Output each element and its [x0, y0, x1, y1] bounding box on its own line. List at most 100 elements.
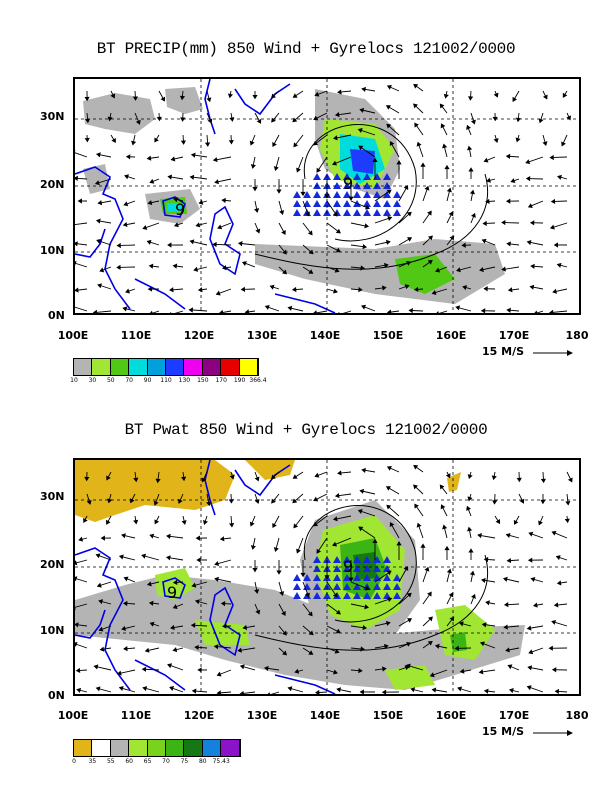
wind-arrow — [361, 86, 376, 92]
gyre-triangle — [333, 565, 341, 572]
wind-arrow — [191, 688, 208, 694]
wind-arrow — [405, 663, 424, 671]
gyre-triangle — [343, 556, 351, 563]
wind-arrow — [374, 597, 393, 605]
wind-arrow — [173, 222, 184, 228]
wind-arrow — [75, 559, 88, 566]
wind-arrow — [172, 603, 184, 609]
wind-arrow — [272, 515, 280, 528]
colorbar-label: 70 — [125, 377, 134, 384]
wind-arrow — [555, 555, 568, 561]
wind-arrow — [374, 570, 392, 583]
wind-arrow — [551, 530, 568, 539]
panel2-xlabel: 100E — [57, 709, 89, 722]
wind-arrow — [278, 603, 286, 616]
wind-arrow — [292, 471, 304, 479]
panel2-streamlines — [254, 505, 489, 651]
wind-arrow — [149, 310, 160, 313]
wind-arrow — [512, 90, 520, 102]
wind-arrow — [273, 156, 280, 171]
wind-arrow — [508, 688, 520, 694]
wind-arrow — [479, 266, 496, 273]
wind-arrow — [525, 176, 544, 182]
wind-arrow — [374, 285, 387, 291]
wind-arrow — [444, 545, 450, 560]
wind-arrow — [121, 625, 136, 631]
wind-arrow — [95, 218, 112, 224]
wind-arrow — [551, 619, 568, 627]
wind-arrow — [84, 471, 90, 482]
colorbar-swatch — [239, 359, 258, 375]
wind-arrow — [302, 244, 314, 255]
colorbar-label: 170 — [215, 377, 227, 384]
panel1-ylabel-0n: 0N — [48, 309, 65, 322]
wind-arrow — [239, 664, 256, 671]
panel2-colorbar — [73, 739, 241, 757]
wind-arrow — [107, 493, 113, 504]
wind-arrow — [386, 309, 400, 313]
colorbar-swatch — [202, 359, 222, 375]
wind-arrow — [462, 285, 472, 291]
gyre-triangle — [313, 592, 321, 599]
wind-arrow — [540, 493, 546, 505]
wind-arrow — [250, 537, 256, 550]
panel2-xlabel: 120E — [183, 709, 215, 722]
colorbar-label: 35 — [88, 758, 97, 765]
panel1-xlabel: 110E — [120, 329, 152, 342]
wind-arrow — [172, 647, 184, 653]
wind-arrow — [148, 600, 160, 606]
wind-arrow — [372, 157, 378, 179]
wind-arrow — [254, 222, 261, 234]
wind-arrow — [439, 103, 448, 114]
wind-arrow — [77, 198, 88, 204]
wind-arrow — [172, 579, 184, 585]
wind-arrow — [334, 112, 352, 118]
wind-arrow — [194, 644, 208, 651]
colorbar-swatch — [184, 740, 203, 756]
wind-arrow — [132, 90, 138, 101]
gyre-triangle — [293, 191, 301, 198]
wind-arrow — [167, 174, 184, 180]
gyre-triangle — [353, 209, 361, 216]
wind-arrow — [398, 184, 409, 202]
wind-arrow — [121, 533, 136, 539]
wind-arrow — [197, 667, 208, 673]
wind-arrow — [239, 690, 256, 694]
gyre-triangle — [303, 574, 311, 581]
panel1-streamlines — [254, 124, 489, 270]
wind-arrow — [296, 537, 304, 554]
colorbar-label: 50 — [106, 377, 115, 384]
wind-arrow — [177, 493, 184, 504]
wind-arrow — [105, 515, 112, 525]
wind-arrow — [170, 624, 184, 631]
gyre-triangle — [353, 191, 361, 198]
wind-arrow — [240, 286, 256, 292]
wind-arrow — [76, 687, 88, 693]
wind-arrow — [287, 305, 304, 312]
wind-arrow — [173, 197, 184, 203]
gyre-triangle — [383, 191, 391, 198]
wind-arrow — [144, 647, 160, 653]
wind-arrow — [422, 591, 432, 605]
wind-arrow — [272, 134, 280, 147]
wind-arrow — [206, 493, 212, 507]
wind-arrow — [440, 123, 448, 136]
gyre-triangle — [383, 209, 391, 216]
wind-arrow — [357, 509, 376, 517]
panel1-scale-label: 15 M/S — [482, 345, 525, 358]
wind-arrow — [252, 560, 258, 573]
wind-arrow — [118, 554, 136, 561]
wind-arrow — [100, 535, 112, 541]
wind-arrow — [313, 493, 328, 502]
wind-arrow — [482, 220, 496, 226]
wind-arrow — [467, 493, 473, 502]
wind-arrow — [458, 621, 472, 627]
wind-arrow — [191, 581, 208, 588]
colorbar-label: 130 — [178, 377, 191, 384]
wind-arrow — [507, 287, 520, 293]
wind-arrow — [278, 222, 286, 235]
wind-arrow — [146, 155, 160, 161]
colorbar-swatch — [129, 740, 148, 756]
wind-arrow — [515, 112, 521, 123]
panel1-wind-vectors — [75, 83, 572, 313]
